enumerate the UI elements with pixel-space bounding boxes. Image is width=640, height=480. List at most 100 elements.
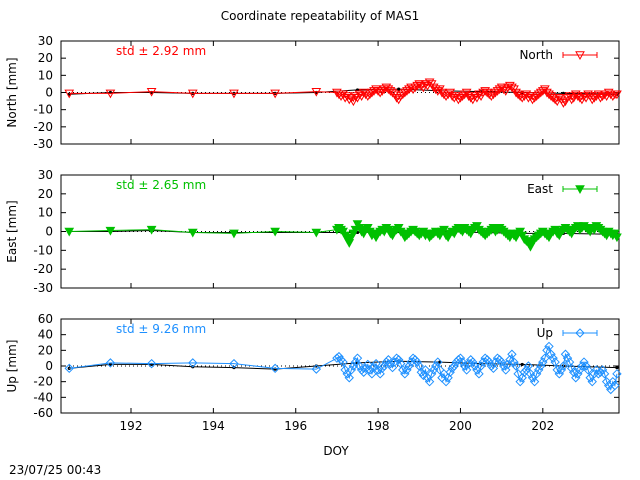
data-point xyxy=(607,92,618,101)
y-tick-label: -20 xyxy=(33,120,53,134)
data-point xyxy=(583,365,593,375)
data-point xyxy=(566,363,577,374)
std-label: std ± 2.65 mm xyxy=(116,178,206,192)
data-point xyxy=(400,88,410,98)
data-point xyxy=(533,90,544,100)
data-point xyxy=(484,357,494,367)
data-point xyxy=(525,369,536,379)
data-point xyxy=(612,369,622,379)
data-point xyxy=(562,353,573,363)
data-point xyxy=(340,93,350,103)
data-point xyxy=(352,353,363,363)
data-point xyxy=(383,355,394,365)
data-point xyxy=(591,92,602,101)
data-point xyxy=(334,351,344,362)
data-point xyxy=(441,376,451,387)
data-point xyxy=(365,365,375,375)
data-point xyxy=(523,361,534,371)
chart-title: Coordinate repeatability of MAS1 xyxy=(220,9,420,23)
data-point xyxy=(612,90,622,100)
std-label: std ± 9.26 mm xyxy=(116,322,206,336)
data-point xyxy=(424,376,435,387)
data-point xyxy=(474,369,484,379)
data-point xyxy=(402,365,412,375)
data-point xyxy=(270,363,280,374)
data-point xyxy=(428,365,439,375)
data-point xyxy=(354,90,365,100)
data-point xyxy=(449,93,460,103)
data-point xyxy=(476,361,486,371)
data-point xyxy=(348,361,359,371)
data-point xyxy=(447,363,457,374)
data-point xyxy=(527,95,538,105)
data-point xyxy=(340,365,350,375)
data-point xyxy=(402,87,412,96)
y-tick-label: 60 xyxy=(38,312,53,326)
y-tick-label: 20 xyxy=(38,187,53,201)
legend: North xyxy=(519,48,598,62)
data-point xyxy=(548,353,558,363)
y-tick-label: -10 xyxy=(33,243,53,257)
data-point xyxy=(517,373,527,383)
y-tick-label: -20 xyxy=(33,375,53,389)
data-point xyxy=(597,365,608,375)
data-point xyxy=(385,358,396,369)
data-point xyxy=(612,233,622,243)
data-point xyxy=(344,373,354,383)
data-point xyxy=(474,90,484,100)
legend-label: Up xyxy=(537,326,553,340)
data-point xyxy=(550,95,561,105)
data-point xyxy=(397,90,408,100)
data-point xyxy=(146,358,157,369)
data-point xyxy=(511,361,521,371)
data-point xyxy=(507,349,517,359)
data-point xyxy=(416,81,427,91)
data-point xyxy=(498,85,509,95)
y-axis-label: Up [mm] xyxy=(5,340,19,393)
data-point xyxy=(338,357,348,367)
data-point xyxy=(507,83,517,93)
std-label: std ± 2.92 mm xyxy=(116,44,206,58)
data-point xyxy=(424,78,435,88)
data-point xyxy=(587,95,598,105)
data-point xyxy=(311,364,322,374)
y-tick-label: 20 xyxy=(38,343,53,357)
data-point xyxy=(587,376,597,387)
data-point xyxy=(505,355,515,365)
data-point xyxy=(406,357,416,367)
data-point xyxy=(488,90,499,100)
data-point xyxy=(146,225,157,235)
data-point xyxy=(581,361,591,371)
data-point xyxy=(64,363,74,374)
data-point xyxy=(369,362,379,373)
data-point xyxy=(470,92,480,101)
data-point xyxy=(517,93,528,103)
data-point xyxy=(595,93,606,103)
y-tick-label: 40 xyxy=(38,328,53,342)
data-point xyxy=(387,88,398,98)
data-point xyxy=(362,92,373,101)
data-point xyxy=(509,357,519,367)
data-point xyxy=(375,88,386,98)
data-point xyxy=(311,228,322,238)
data-point xyxy=(389,357,400,367)
data-point xyxy=(367,369,377,379)
data-point xyxy=(395,92,406,101)
data-point xyxy=(515,376,525,387)
y-tick-label: 30 xyxy=(38,168,53,182)
y-tick-label: 0 xyxy=(45,86,53,100)
data-point xyxy=(418,370,429,381)
panel-2: -30 -20 -10 0 10 20 30 East [mm] std ± 2.65 mm Ea… xyxy=(5,168,622,295)
legend: Up xyxy=(537,326,598,340)
data-point xyxy=(538,357,548,367)
data-point xyxy=(554,369,564,379)
data-point xyxy=(410,83,421,93)
data-point xyxy=(558,361,569,371)
data-point xyxy=(373,365,383,375)
data-point xyxy=(468,357,478,367)
data-point xyxy=(350,92,361,101)
data-point xyxy=(591,365,602,375)
